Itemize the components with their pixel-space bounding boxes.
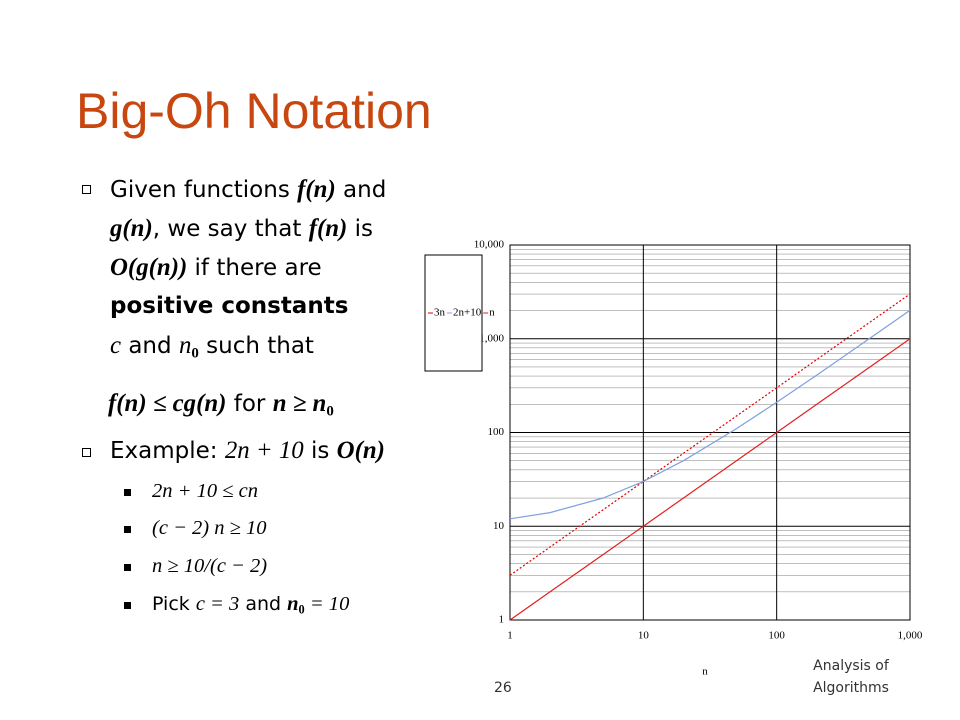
math: n (287, 593, 299, 615)
math: f(n) (308, 215, 348, 242)
run: such that (198, 333, 314, 359)
math: 2n + 10 ≤ cn (152, 480, 259, 502)
math: O(n) (336, 437, 385, 464)
text-line: positive constants (110, 293, 348, 319)
math: c = 3 (195, 593, 240, 615)
legend-label: 3n (434, 307, 446, 319)
math: 2n + 10 (224, 437, 304, 464)
series-line (509, 338, 911, 621)
slide-title: Big-Oh Notation (76, 83, 432, 139)
y-tick-label: 10 (493, 520, 505, 532)
sub-bullet (124, 526, 131, 533)
run: positive constants (110, 293, 349, 319)
legend-box (424, 254, 483, 372)
text-line: n ≥ 10/(c − 2) (152, 555, 267, 578)
x-tick-label: 1,000 (898, 630, 923, 642)
sub-bullet (124, 602, 131, 609)
math: = 10 (304, 593, 350, 615)
sub-bullet (124, 489, 131, 496)
math: n (178, 332, 192, 359)
x-tick-label: 1 (507, 630, 513, 642)
run: Example: (110, 438, 225, 464)
text-line: Pick c = 3 and n0 = 10 (152, 593, 349, 618)
math: f(n) ≤ cg(n) (108, 390, 227, 417)
math: g(n) (110, 215, 153, 242)
series-line (509, 309, 911, 520)
math: (c − 2) n ≥ 10 (152, 517, 267, 539)
page-number: 26 (494, 680, 512, 696)
math: c (110, 332, 122, 359)
run: and (121, 333, 179, 359)
subscript: 0 (191, 345, 199, 362)
footer-line: Analysis of (813, 658, 889, 674)
math: f(n) (297, 176, 336, 203)
run: Pick (152, 593, 196, 615)
math: n ≥ n (272, 390, 327, 417)
run: Given functions (110, 177, 298, 203)
run: is (347, 216, 373, 242)
run: and (335, 177, 387, 203)
footer-line: Algorithms (813, 680, 889, 696)
run: , we say that (152, 216, 309, 242)
x-tick-label: 100 (768, 630, 785, 642)
run: for (226, 391, 273, 417)
subscript: 0 (298, 602, 305, 617)
x-tick-label: 10 (638, 630, 650, 642)
y-tick-label: 10,000 (474, 239, 505, 251)
series-line (509, 293, 911, 576)
y-tick-label: 1 (499, 614, 505, 626)
legend-label: 2n+10 (453, 307, 482, 319)
text-line: Given functions f(n) and (110, 176, 386, 204)
x-axis-label: n (702, 666, 708, 678)
run: is (303, 438, 337, 464)
sub-bullet (124, 564, 131, 571)
text-line: f(n) ≤ cg(n) for n ≥ n0 (108, 390, 334, 420)
text-line: Example: 2n + 10 is O(n) (110, 437, 385, 465)
y-tick-label: 1,000 (479, 332, 504, 344)
bullet (82, 185, 91, 194)
run: and (239, 593, 288, 615)
text-line: 2n + 10 ≤ cn (152, 480, 258, 503)
legend-label: n (489, 307, 495, 319)
run: if there are (187, 255, 322, 281)
math: O(g(n)) (110, 254, 188, 281)
y-tick-label: 100 (488, 426, 505, 438)
math: n ≥ 10/(c − 2) (152, 555, 268, 577)
text-line: c and n0 such that (110, 332, 314, 362)
text-line: O(g(n)) if there are (110, 254, 322, 282)
text-line: g(n), we say that f(n) is (110, 215, 373, 243)
text-line: (c − 2) n ≥ 10 (152, 517, 267, 540)
bullet (82, 448, 91, 457)
subscript: 0 (326, 403, 334, 420)
